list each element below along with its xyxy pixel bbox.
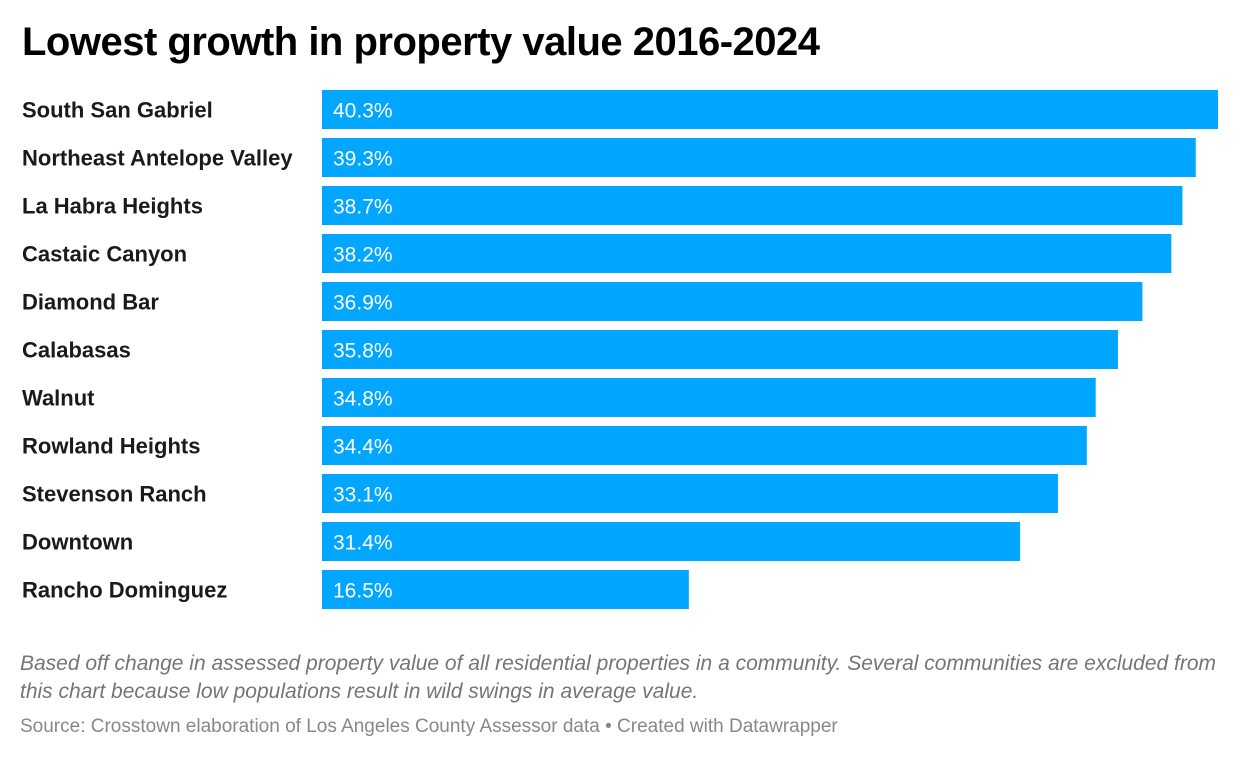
chart-source: Source: Crosstown elaboration of Los Ang…	[20, 716, 838, 737]
bar-row: Rancho Dominguez 16.5%	[22, 570, 689, 609]
bar-row: Stevenson Ranch 33.1%	[22, 474, 1058, 513]
bar	[322, 90, 1218, 129]
bar	[322, 426, 1087, 465]
bar-row: Northeast Antelope Valley 39.3%	[22, 138, 1196, 177]
category-label: Diamond Bar	[22, 290, 159, 315]
category-label: Calabasas	[22, 338, 131, 363]
bar-row: Rowland Heights 34.4%	[22, 426, 1087, 465]
value-label: 35.8%	[333, 340, 393, 363]
category-label: Downtown	[22, 530, 133, 555]
value-label: 40.3%	[333, 100, 393, 123]
category-label: La Habra Heights	[22, 194, 203, 219]
category-label: Stevenson Ranch	[22, 482, 207, 507]
chart-notes: Based off change in assessed property va…	[20, 652, 1217, 703]
category-label: Walnut	[22, 386, 95, 411]
bar	[322, 330, 1118, 369]
bar-row: Walnut 34.8%	[22, 378, 1096, 417]
value-label: 34.4%	[333, 436, 393, 459]
value-label: 39.3%	[333, 148, 393, 171]
bar	[322, 138, 1196, 177]
category-label: Northeast Antelope Valley	[22, 146, 293, 171]
bar	[322, 282, 1143, 321]
bar	[322, 234, 1172, 273]
category-label: Rancho Dominguez	[22, 578, 227, 603]
bar-row: Calabasas 35.8%	[22, 330, 1118, 369]
bar-row: La Habra Heights 38.7%	[22, 186, 1183, 225]
category-label: Castaic Canyon	[22, 242, 187, 267]
bar	[322, 522, 1021, 561]
category-label: South San Gabriel	[22, 98, 213, 123]
value-label: 38.2%	[333, 244, 393, 267]
value-label: 38.7%	[333, 196, 393, 219]
bar-row: Castaic Canyon 38.2%	[22, 234, 1172, 273]
bar	[322, 186, 1183, 225]
bar-row: Diamond Bar 36.9%	[22, 282, 1143, 321]
value-label: 16.5%	[333, 580, 393, 603]
bar-row: South San Gabriel 40.3%	[22, 90, 1218, 129]
bar	[322, 378, 1096, 417]
bar-chart: South San Gabriel 40.3% Northeast Antelope…	[22, 90, 1218, 609]
value-label: 31.4%	[333, 532, 393, 555]
value-label: 34.8%	[333, 388, 393, 411]
category-label: Rowland Heights	[22, 434, 200, 459]
value-label: 33.1%	[333, 484, 393, 507]
bar-row: Downtown 31.4%	[22, 522, 1021, 561]
value-label: 36.9%	[333, 292, 393, 315]
chart-title: Lowest growth in property value 2016-202…	[22, 20, 820, 64]
bar	[322, 474, 1058, 513]
bar	[322, 570, 689, 609]
